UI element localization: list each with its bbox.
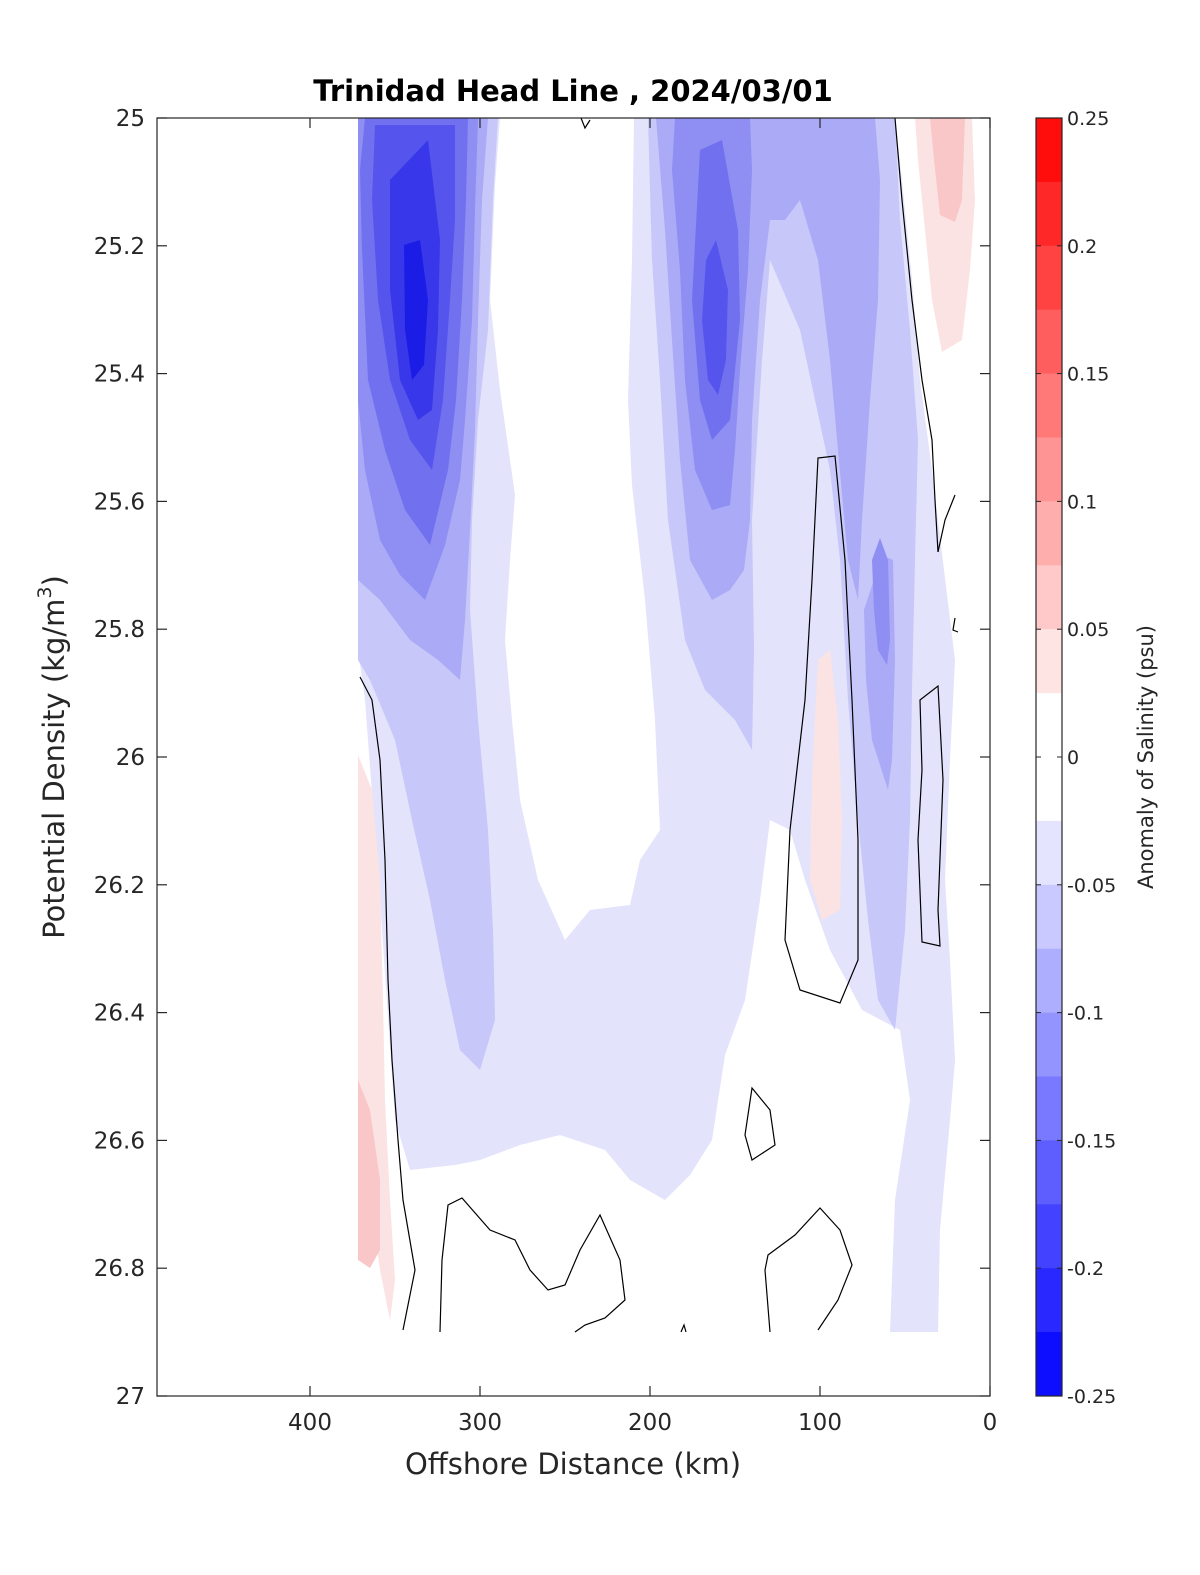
colorbar-tick-label: 0.1 — [1067, 491, 1097, 513]
contour-line — [744, 1086, 776, 1161]
colorbar-tick-label: -0.1 — [1067, 1003, 1104, 1025]
contour-line — [917, 684, 944, 947]
colorbar-tick-label: 0.2 — [1067, 236, 1097, 258]
colorbar-band — [1036, 1076, 1062, 1141]
colorbar-band — [1036, 1140, 1062, 1205]
y-axis-title-sup: 3 — [34, 586, 56, 598]
colorbar-title: Anomaly of Salinity (psu) — [1134, 625, 1158, 889]
x-tick-label: 0 — [983, 1410, 998, 1436]
colorbar-band — [1036, 1332, 1062, 1397]
colorbar-band — [1036, 1268, 1062, 1333]
colorbar-band — [1036, 820, 1062, 886]
y-tick-label: 25.4 — [94, 362, 145, 388]
band-neg-8 — [404, 240, 428, 380]
colorbar-band — [1036, 948, 1062, 1014]
x-axis-title: Offshore Distance (km) — [405, 1447, 741, 1481]
y-tick-label: 26 — [116, 745, 145, 771]
y-tick-label: 27 — [116, 1384, 145, 1410]
y-axis-title: Potential Density (kg/m3) — [34, 575, 71, 939]
y-tick-label: 25.8 — [94, 617, 145, 643]
band-neg-5 — [360, 118, 740, 545]
colorbar-band — [1036, 757, 1062, 822]
colorbar-band — [1036, 245, 1062, 311]
y-tick-label: 25 — [116, 106, 145, 132]
band-neg-6 — [372, 125, 728, 470]
contour-line — [359, 676, 416, 1331]
contour-line — [952, 617, 959, 633]
colorbar-tick-label: -0.2 — [1067, 1258, 1104, 1280]
colorbar-tick-label: -0.15 — [1067, 1130, 1116, 1152]
contour-line — [439, 1197, 626, 1333]
contour-fills — [358, 118, 975, 1332]
y-axis: 25 25.2 25.4 25.6 25.8 26 26.2 26.4 26.6 26.8 27 — [94, 106, 990, 1410]
colorbar-band — [1036, 693, 1062, 758]
chart-title: Trinidad Head Line , 2024/03/01 — [313, 74, 833, 108]
contour-line — [937, 494, 956, 553]
colorbar-band — [1036, 1204, 1062, 1269]
x-tick-label: 100 — [798, 1410, 842, 1436]
band-neg-1 — [358, 118, 955, 1332]
colorbar-band — [1036, 1012, 1062, 1077]
contour-line — [894, 118, 939, 553]
contour-line — [680, 1323, 687, 1333]
colorbar-band — [1036, 884, 1062, 950]
x-tick-label: 400 — [288, 1410, 332, 1436]
colorbar-tick-label: 0.05 — [1067, 619, 1109, 641]
colorbar-band — [1036, 373, 1062, 438]
x-axis: 400 300 200 100 0 — [288, 118, 997, 1436]
contour-line — [764, 1207, 853, 1333]
colorbar-band — [1036, 629, 1062, 694]
colorbar-tick-label: -0.05 — [1067, 875, 1116, 897]
colorbar-band — [1036, 501, 1062, 566]
y-tick-label: 25.6 — [94, 489, 145, 515]
colorbar-tick-label: -0.25 — [1067, 1386, 1116, 1408]
y-tick-label: 26.4 — [94, 1001, 145, 1027]
y-axis-title-tail: ) — [37, 575, 71, 586]
band-neg-3 — [358, 118, 895, 790]
x-tick-label: 300 — [458, 1410, 502, 1436]
colorbar-band — [1036, 309, 1062, 375]
y-tick-label: 26.6 — [94, 1128, 145, 1154]
y-tick-label: 25.2 — [94, 234, 145, 260]
colorbar-band — [1036, 437, 1062, 502]
colorbar-tick-label: 0.15 — [1067, 364, 1109, 386]
colorbar-band — [1036, 118, 1062, 183]
colorbar-tick-label: 0.25 — [1067, 108, 1109, 130]
y-tick-label: 26.8 — [94, 1256, 145, 1282]
colorbar-band — [1036, 181, 1062, 247]
contour-line — [784, 455, 859, 1004]
colorbar-band — [1036, 565, 1062, 630]
y-axis-title-main: Potential Density (kg/m — [37, 599, 71, 939]
x-tick-label: 200 — [628, 1410, 672, 1436]
y-tick-label: 26.2 — [94, 873, 145, 899]
zero-contours — [359, 118, 959, 1333]
colorbar-tick-label: 0 — [1067, 747, 1079, 769]
colorbar-ticks: 0.25 0.2 0.15 0.1 0.05 0 -0.05 -0.1 -0.15 -0.2 -0.… — [1036, 108, 1116, 1408]
contour-line — [580, 118, 591, 130]
